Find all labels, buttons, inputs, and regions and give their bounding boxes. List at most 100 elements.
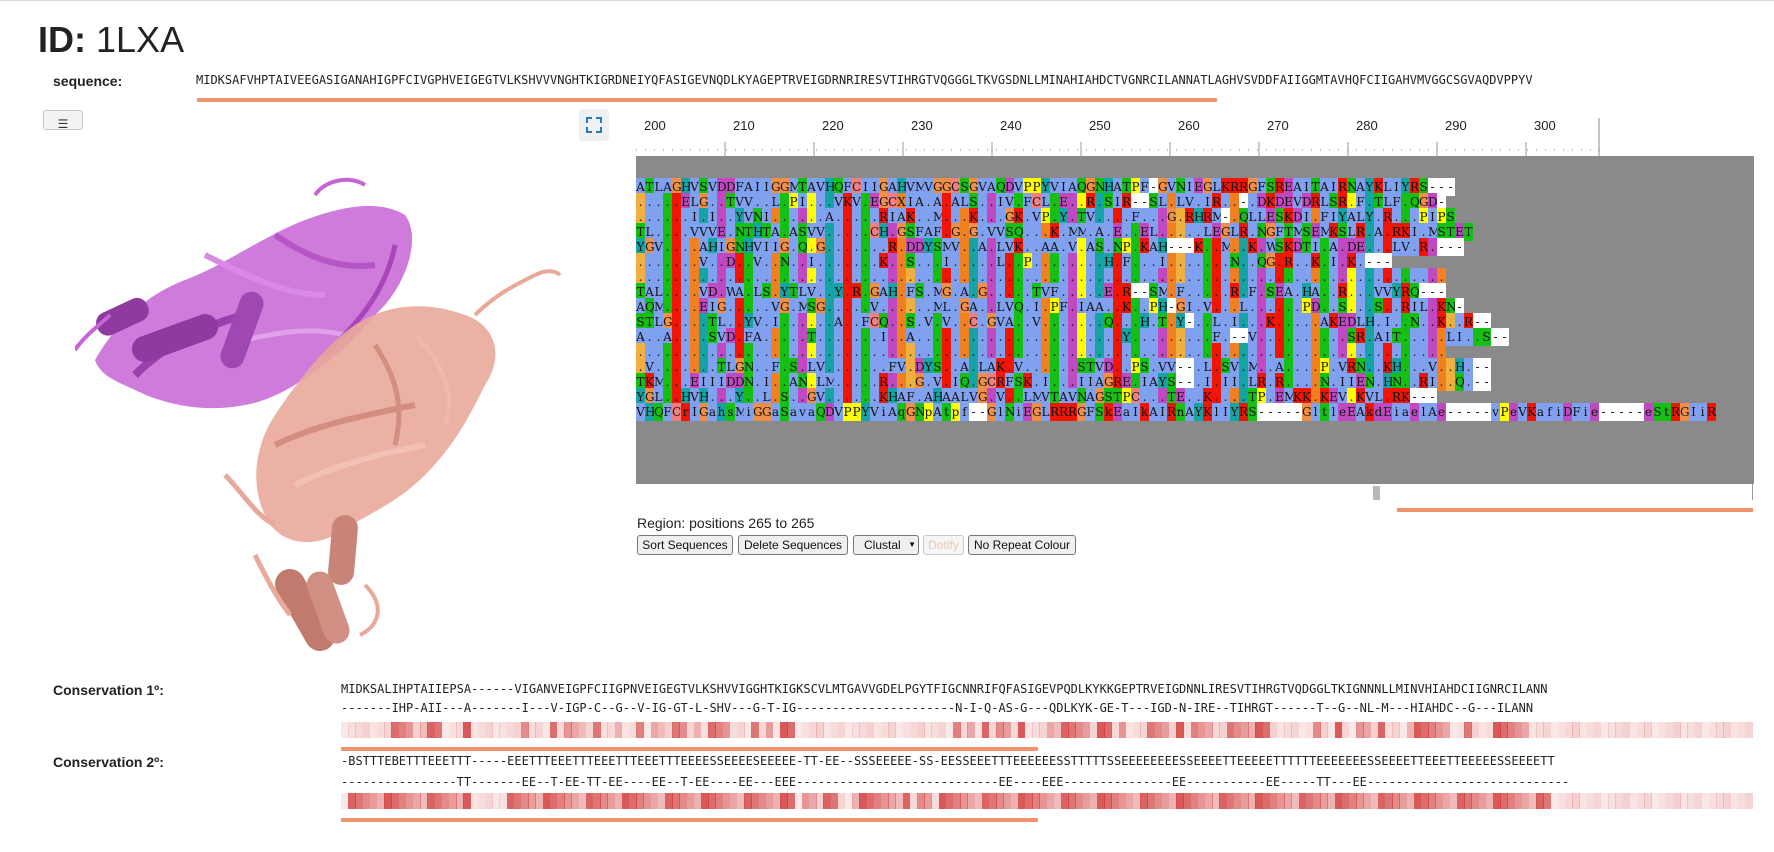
residue-cell[interactable]: Y <box>1230 403 1239 421</box>
residue-cell[interactable]: - <box>1176 238 1185 256</box>
residue-cell[interactable]: . <box>1203 328 1212 346</box>
residue-cell[interactable]: a <box>1122 403 1131 421</box>
residue-cell[interactable]: D <box>726 373 736 391</box>
residue-cell[interactable]: G <box>726 238 736 256</box>
residue-cell[interactable]: G <box>978 373 988 391</box>
residue-cell[interactable]: . <box>1401 193 1410 211</box>
residue-cell[interactable]: . <box>717 388 726 406</box>
residue-cell[interactable]: A <box>897 388 906 406</box>
residue-cell[interactable]: D <box>1005 178 1015 196</box>
residue-cell[interactable]: K <box>1014 238 1023 256</box>
residue-cell[interactable]: . <box>1095 283 1104 301</box>
residue-cell[interactable]: . <box>1347 298 1356 316</box>
residue-cell[interactable]: A <box>915 193 924 211</box>
residue-cell[interactable]: - <box>1482 403 1491 421</box>
residue-cell[interactable]: Q <box>1410 283 1420 301</box>
residue-cell[interactable]: . <box>753 268 762 286</box>
residue-cell[interactable]: H <box>681 178 692 196</box>
residue-cell[interactable]: . <box>1221 298 1230 316</box>
residue-cell[interactable]: P <box>1320 358 1329 376</box>
residue-cell[interactable]: . <box>1221 388 1230 406</box>
residue-cell[interactable]: . <box>843 343 852 361</box>
residue-cell[interactable]: I <box>762 178 771 196</box>
residue-cell[interactable]: . <box>654 253 663 271</box>
residue-cell[interactable]: I <box>1203 373 1212 391</box>
residue-cell[interactable]: . <box>1176 343 1185 361</box>
residue-cell[interactable]: - <box>1167 238 1176 256</box>
residue-cell[interactable]: G <box>780 238 790 256</box>
residue-cell[interactable]: . <box>1410 373 1419 391</box>
residue-cell[interactable]: . <box>870 373 879 391</box>
residue-cell[interactable]: V <box>924 313 933 331</box>
residue-cell[interactable]: . <box>1041 343 1050 361</box>
residue-cell[interactable]: T <box>1122 178 1131 196</box>
residue-cell[interactable]: . <box>1131 268 1140 286</box>
residue-cell[interactable]: . <box>1302 253 1311 271</box>
residue-cell[interactable]: . <box>672 328 681 346</box>
residue-cell[interactable]: i <box>1698 403 1707 421</box>
residue-cell[interactable]: L <box>654 313 663 331</box>
residue-cell[interactable]: . <box>1140 208 1149 226</box>
residue-cell[interactable]: . <box>645 343 654 361</box>
residue-cell[interactable]: e <box>1410 403 1419 421</box>
residue-cell[interactable]: . <box>816 328 825 346</box>
residue-cell[interactable]: R <box>1239 178 1249 196</box>
residue-cell[interactable]: P <box>1032 178 1041 196</box>
residue-cell[interactable]: G <box>1203 178 1213 196</box>
residue-cell[interactable]: K <box>843 193 852 211</box>
residue-cell[interactable]: L <box>996 253 1005 271</box>
residue-cell[interactable]: . <box>987 253 996 271</box>
residue-cell[interactable]: . <box>1356 298 1365 316</box>
conservation-2-structure[interactable]: -BSTTTEBETTTEEETTT-----EEETTTEEETTTEEETT… <box>341 754 1555 768</box>
residue-cell[interactable]: K <box>1320 388 1329 406</box>
residue-cell[interactable]: . <box>942 343 951 361</box>
overview-marker[interactable] <box>1373 486 1380 500</box>
residue-cell[interactable]: Y <box>1041 178 1050 196</box>
residue-cell[interactable]: A <box>636 328 645 346</box>
residue-cell[interactable]: A <box>645 283 654 301</box>
residue-cell[interactable]: . <box>1293 358 1302 376</box>
residue-cell[interactable]: F <box>735 178 744 196</box>
residue-cell[interactable]: . <box>924 328 933 346</box>
residue-cell[interactable]: . <box>1248 343 1257 361</box>
residue-cell[interactable]: I <box>1689 403 1698 421</box>
residue-cell[interactable]: . <box>1356 283 1365 301</box>
residue-cell[interactable]: . <box>1293 268 1302 286</box>
residue-cell[interactable]: H <box>708 238 719 256</box>
residue-cell[interactable]: S <box>807 298 816 316</box>
residue-cell[interactable]: . <box>1104 223 1113 241</box>
residue-cell[interactable]: D <box>1293 208 1303 226</box>
residue-cell[interactable]: k <box>1104 403 1113 421</box>
residue-cell[interactable]: R <box>1338 178 1348 196</box>
residue-cell[interactable]: I <box>690 208 699 226</box>
residue-cell[interactable]: S <box>1005 223 1014 241</box>
residue-cell[interactable]: L <box>1212 178 1221 196</box>
residue-cell[interactable]: I <box>1203 193 1212 211</box>
residue-cell[interactable]: - <box>1410 388 1419 406</box>
residue-cell[interactable]: . <box>951 298 960 316</box>
residue-cell[interactable]: G <box>699 193 709 211</box>
residue-cell[interactable]: . <box>888 268 897 286</box>
residue-cell[interactable]: S <box>1140 358 1149 376</box>
residue-cell[interactable]: I <box>1032 298 1041 316</box>
residue-cell[interactable]: t <box>1662 403 1671 421</box>
residue-cell[interactable]: . <box>780 358 789 376</box>
residue-cell[interactable]: . <box>987 283 996 301</box>
residue-cell[interactable]: . <box>1239 313 1248 331</box>
residue-cell[interactable]: T <box>807 328 816 346</box>
residue-cell[interactable]: R <box>1671 403 1681 421</box>
residue-cell[interactable]: . <box>1356 253 1365 271</box>
residue-cell[interactable]: D <box>1104 358 1114 376</box>
residue-cell[interactable]: A <box>924 388 933 406</box>
residue-cell[interactable]: C <box>870 313 880 331</box>
residue-cell[interactable]: F <box>1275 223 1284 241</box>
residue-cell[interactable]: - <box>1437 178 1446 196</box>
residue-cell[interactable]: . <box>1284 328 1293 346</box>
residue-cell[interactable]: V <box>636 403 645 421</box>
residue-cell[interactable]: . <box>708 253 717 271</box>
residue-cell[interactable]: - <box>1239 193 1248 211</box>
residue-cell[interactable]: F <box>843 178 852 196</box>
residue-cell[interactable]: H <box>1365 313 1376 331</box>
residue-cell[interactable]: . <box>1113 328 1122 346</box>
residue-cell[interactable]: N <box>1356 358 1367 376</box>
